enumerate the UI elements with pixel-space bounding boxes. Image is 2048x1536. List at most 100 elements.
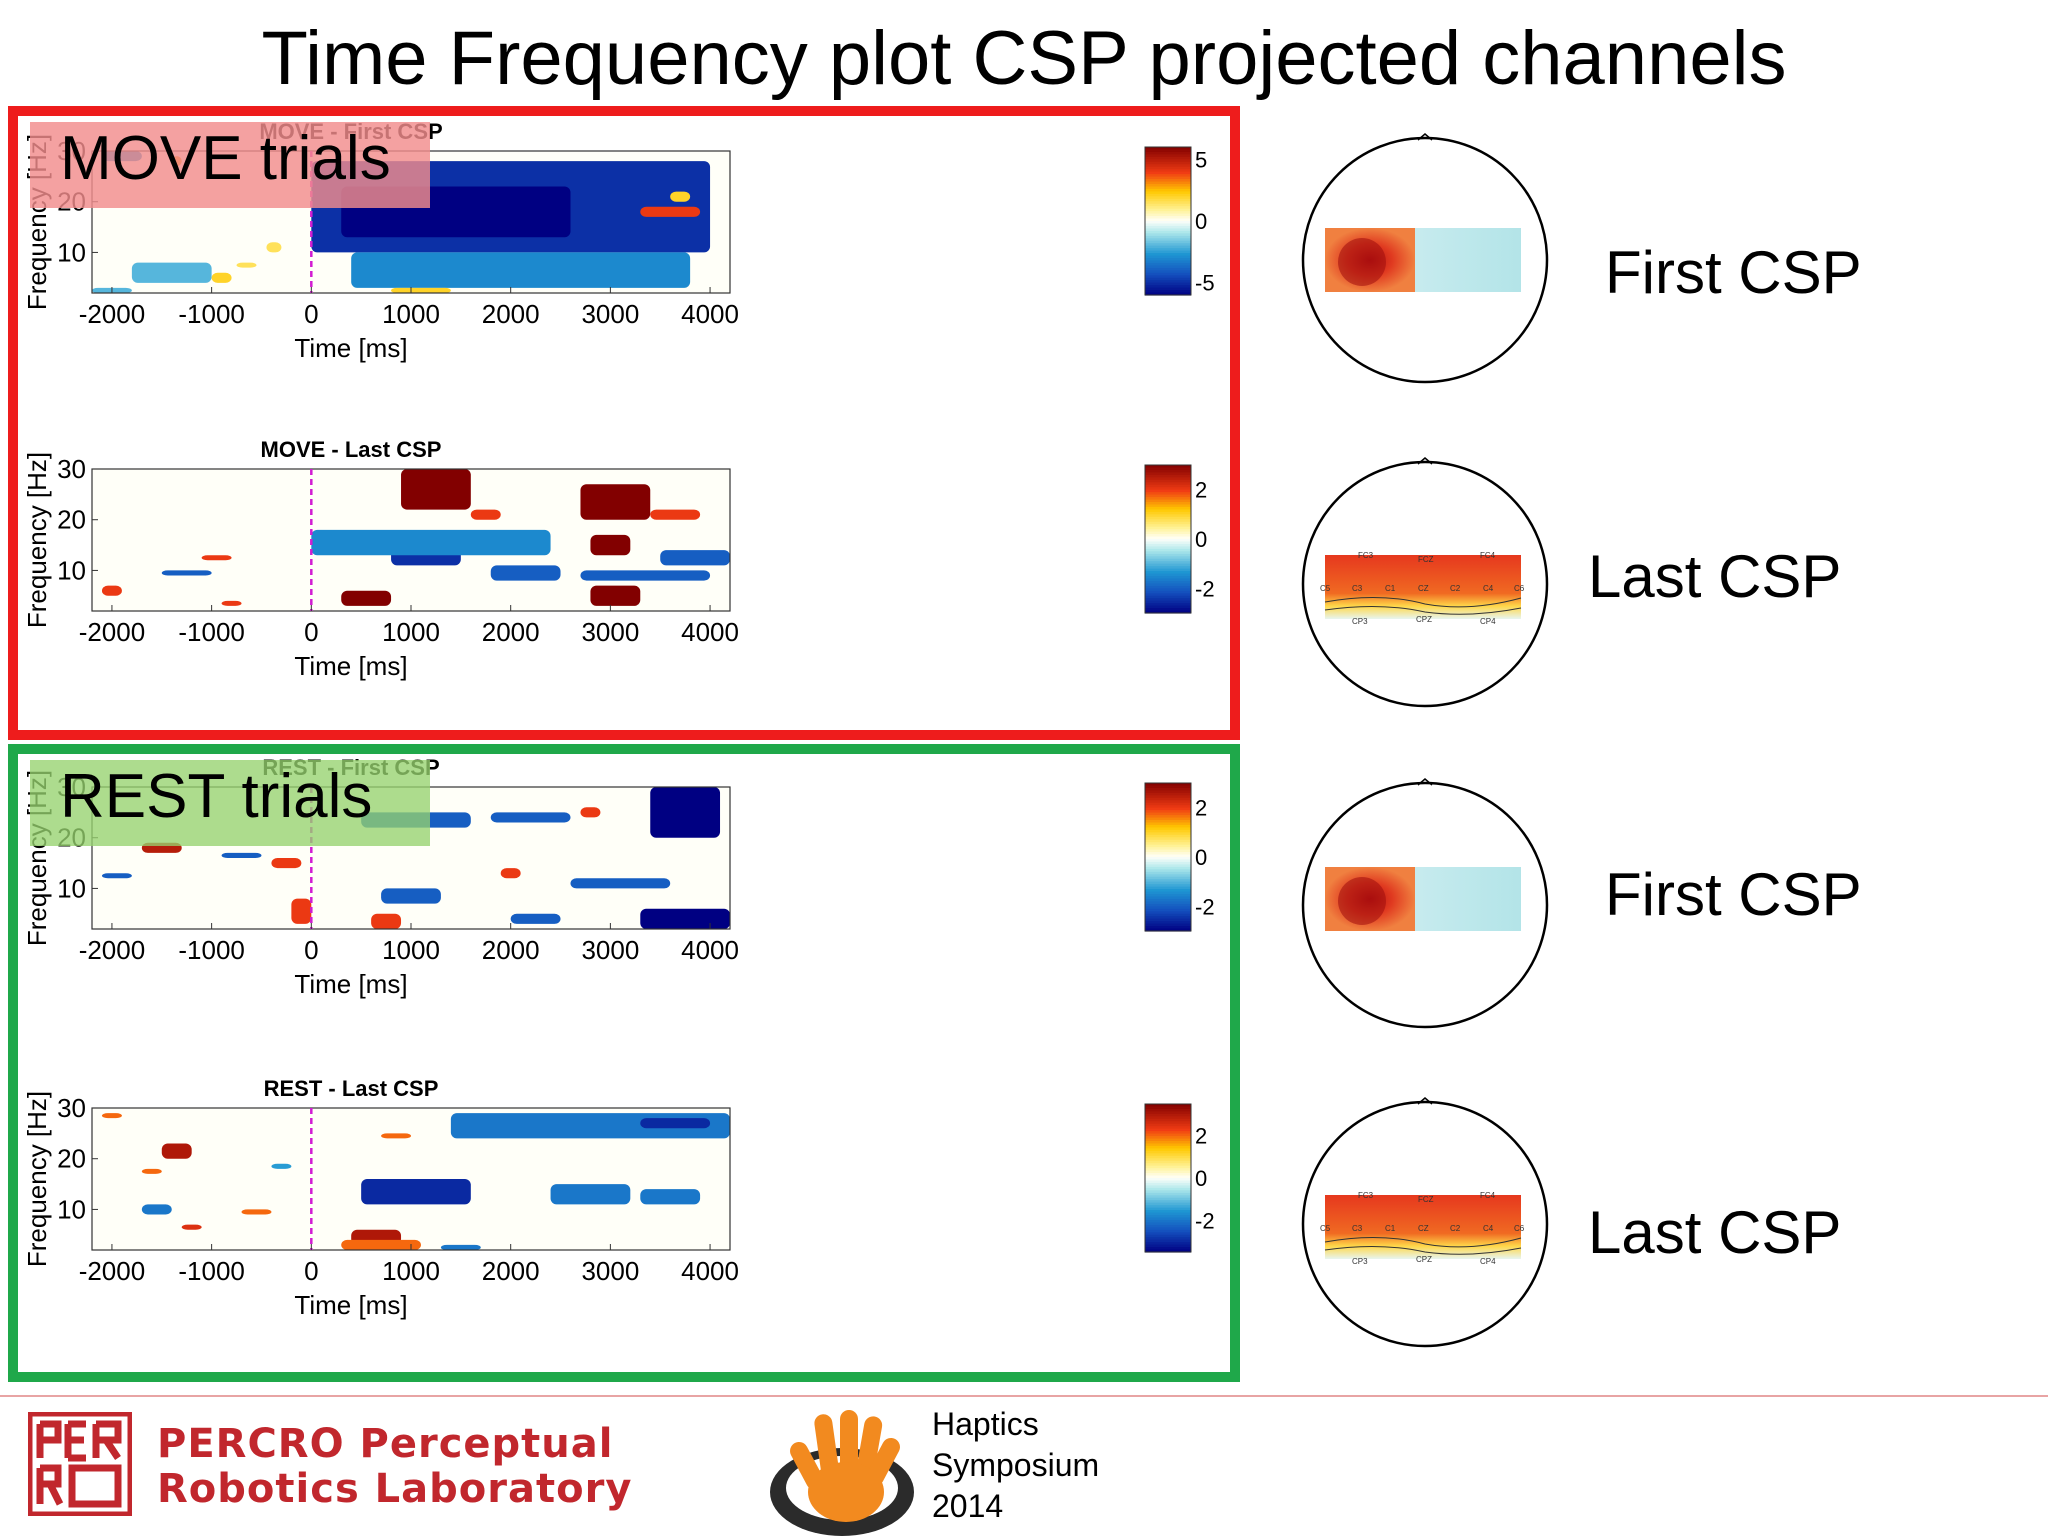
svg-text:C2: C2 bbox=[1450, 584, 1461, 593]
colorbar-step bbox=[1145, 886, 1191, 890]
colorbar-step bbox=[1145, 844, 1191, 848]
svg-text:CP4: CP4 bbox=[1480, 617, 1496, 626]
x-tick-label: -1000 bbox=[178, 617, 245, 647]
heatmap-blob-7 bbox=[161, 1143, 192, 1159]
svg-text:FC4: FC4 bbox=[1480, 1191, 1496, 1200]
svg-text:FC3: FC3 bbox=[1358, 551, 1374, 560]
topomap-move-first-csp bbox=[1301, 133, 1549, 384]
heatmap-blob-1 bbox=[580, 484, 651, 520]
x-tick-label: -1000 bbox=[178, 1256, 245, 1286]
colorbar-step bbox=[1145, 506, 1191, 510]
colorbar-step bbox=[1145, 815, 1191, 819]
colorbar-step bbox=[1145, 250, 1191, 254]
colorbar-step bbox=[1145, 822, 1191, 826]
x-axis-label: Time [ms] bbox=[294, 651, 407, 681]
heatmap-blob-5 bbox=[211, 272, 232, 283]
colorbar-step bbox=[1145, 571, 1191, 575]
colorbar-step bbox=[1145, 1133, 1191, 1137]
y-tick-label: 20 bbox=[57, 1144, 86, 1174]
colorbar-frame bbox=[1144, 464, 1192, 614]
colorbar-step bbox=[1145, 546, 1191, 550]
heatmap-blob-8 bbox=[271, 858, 302, 869]
colorbar-tick-label: -2 bbox=[1195, 1208, 1215, 1233]
colorbar-step bbox=[1145, 820, 1191, 824]
colorbar-step bbox=[1145, 837, 1191, 841]
colorbar-step bbox=[1145, 497, 1191, 501]
colorbar-step bbox=[1145, 290, 1191, 294]
colorbar-step bbox=[1145, 164, 1191, 168]
slide-title: Time Frequency plot CSP projected channe… bbox=[261, 16, 1787, 101]
colorbar-step bbox=[1145, 802, 1191, 806]
colorbar-step bbox=[1145, 479, 1191, 483]
colorbar-step bbox=[1145, 149, 1191, 153]
colorbar-step bbox=[1145, 524, 1191, 528]
heatmap-cells bbox=[101, 469, 730, 606]
colorbar-step bbox=[1145, 926, 1191, 930]
svg-text:FCZ: FCZ bbox=[1418, 1195, 1434, 1204]
colorbar-step bbox=[1145, 812, 1191, 816]
x-tick-label: 2000 bbox=[482, 617, 540, 647]
colorbar-step bbox=[1145, 889, 1191, 893]
colorbar-step bbox=[1145, 502, 1191, 506]
svg-text:C6: C6 bbox=[1514, 1224, 1525, 1233]
colorbar-step bbox=[1145, 467, 1191, 471]
heatmap-blob-9 bbox=[670, 191, 691, 202]
colorbar-step bbox=[1145, 489, 1191, 493]
colorbar-step bbox=[1145, 529, 1191, 533]
colorbar-step bbox=[1145, 267, 1191, 271]
colorbar-step bbox=[1145, 526, 1191, 530]
colorbar-step bbox=[1145, 186, 1191, 190]
colorbar-tick-label: 0 bbox=[1195, 845, 1207, 870]
colorbar-step bbox=[1145, 253, 1191, 257]
heatmap-cells bbox=[101, 1113, 730, 1250]
lab-name-line2: Robotics Laboratory bbox=[157, 1466, 633, 1512]
colorbar bbox=[1145, 783, 1191, 932]
colorbar-step bbox=[1145, 1155, 1191, 1159]
svg-text:FC3: FC3 bbox=[1358, 1191, 1374, 1200]
y-tick-label: 10 bbox=[57, 237, 86, 267]
colorbar-step bbox=[1145, 179, 1191, 183]
colorbar-step bbox=[1145, 171, 1191, 175]
colorbar-step bbox=[1145, 898, 1191, 902]
colorbar-step bbox=[1145, 193, 1191, 197]
colorbar-step bbox=[1145, 499, 1191, 503]
x-tick-label: 3000 bbox=[581, 935, 639, 965]
svg-text:C1: C1 bbox=[1385, 1224, 1396, 1233]
colorbar-step bbox=[1145, 1104, 1191, 1108]
colorbar-step bbox=[1145, 484, 1191, 488]
colorbar-step bbox=[1145, 539, 1191, 543]
colorbar-step bbox=[1145, 262, 1191, 266]
heatmap-blob-10 bbox=[580, 570, 711, 581]
svg-text:CZ: CZ bbox=[1418, 1224, 1429, 1233]
colorbar-step bbox=[1145, 1150, 1191, 1154]
x-tick-label: 3000 bbox=[581, 299, 639, 329]
colorbar-step bbox=[1145, 1195, 1191, 1199]
x-tick-label: -1000 bbox=[178, 299, 245, 329]
colorbar-step bbox=[1145, 174, 1191, 178]
y-tick-label: 20 bbox=[57, 505, 86, 535]
svg-text:CPZ: CPZ bbox=[1416, 615, 1432, 624]
colorbar-step bbox=[1145, 511, 1191, 515]
heatmap-blob-1 bbox=[351, 252, 691, 288]
colorbar-step bbox=[1145, 884, 1191, 888]
heatmap-rest-last-csp: REST - Last CSP -2000 -1000 0 1000 2000 3000 40… bbox=[22, 1076, 1215, 1320]
svg-text:C3: C3 bbox=[1352, 1224, 1363, 1233]
colorbar-step bbox=[1145, 561, 1191, 565]
colorbar-step bbox=[1145, 829, 1191, 833]
colorbar-step bbox=[1145, 465, 1191, 469]
colorbar-step bbox=[1145, 859, 1191, 863]
colorbar-step bbox=[1145, 258, 1191, 262]
svg-text:C2: C2 bbox=[1450, 1224, 1461, 1233]
colorbar bbox=[1145, 465, 1191, 614]
haptics-hand-logo bbox=[770, 1410, 914, 1536]
svg-text:CZ: CZ bbox=[1418, 584, 1429, 593]
colorbar-step bbox=[1145, 1178, 1191, 1182]
svg-text:CP4: CP4 bbox=[1480, 1257, 1496, 1266]
y-tick-label: 10 bbox=[57, 1194, 86, 1224]
colorbar-step bbox=[1145, 908, 1191, 912]
heatmap-blob-13 bbox=[141, 1204, 172, 1215]
heatmap-blob-11 bbox=[101, 1113, 122, 1119]
colorbar-step bbox=[1145, 593, 1191, 597]
colorbar-step bbox=[1145, 605, 1191, 609]
colorbar-step bbox=[1145, 869, 1191, 873]
